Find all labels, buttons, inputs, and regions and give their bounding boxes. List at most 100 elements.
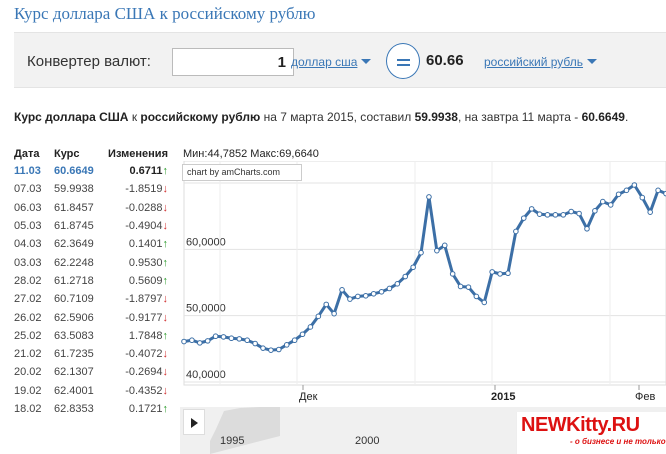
data-point (607, 202, 614, 208)
data-point (505, 270, 511, 277)
row-date: 18.02 (14, 403, 42, 415)
data-point (513, 228, 519, 235)
row-change: 0.6711↑ (99, 162, 168, 180)
to-currency-select[interactable]: российский рубль (484, 55, 598, 69)
data-point (362, 292, 369, 299)
watermark: NEWKitty.RU - о бизнесе и не только (516, 412, 666, 454)
row-date: 04.03 (14, 238, 42, 251)
rate-line-chart[interactable]: 40,000050,000060,000070,0000Дек2015Фев19… (180, 161, 666, 454)
data-point (576, 210, 582, 217)
row-change-value: -0.2694 (125, 366, 163, 379)
summary-target-currency: российскому рублю (140, 110, 261, 124)
currency-converter: Конвертер валют: доллар сша 60.66 россий… (14, 32, 666, 88)
row-change-value: -1.8797 (125, 293, 163, 306)
table-row: 05.03 61.8745 -0.4904↓ (14, 217, 168, 235)
data-point (268, 347, 274, 353)
table-row: 28.02 61.2718 0.5609↑ (14, 272, 168, 290)
row-change-value: 0.9530 (128, 256, 163, 269)
amount-input[interactable] (172, 48, 294, 76)
rate-summary: Курс доллара США к российскому рублю на … (14, 110, 628, 124)
data-point (615, 191, 622, 198)
table-row: 27.02 60.7109 -1.8797↓ (14, 290, 168, 308)
data-point (386, 285, 393, 292)
row-change: -0.4904↓ (99, 217, 168, 235)
arrow-down-icon: ↓ (162, 366, 169, 379)
data-point (434, 247, 440, 254)
row-rate: 62.3649 (54, 238, 94, 251)
data-point (544, 212, 551, 218)
row-change: -1.8797↓ (99, 290, 168, 308)
data-point (623, 187, 630, 194)
data-point (663, 190, 666, 197)
arrow-up-icon: ↑ (162, 238, 169, 251)
row-change: 0.1401↑ (99, 235, 168, 253)
row-change-value: 0.1721 (128, 403, 163, 415)
data-point (197, 340, 203, 346)
table-row: 18.02 62.8353 0.1721↑ (14, 400, 168, 418)
arrow-down-icon: ↓ (162, 220, 169, 233)
summary-tomorrow-rate: 60.6649 (581, 110, 625, 124)
row-rate: 63.5083 (54, 329, 94, 342)
data-point (560, 212, 567, 218)
row-date: 11.03 (14, 165, 41, 178)
row-change: 1.7848↑ (99, 327, 168, 345)
data-point (244, 337, 251, 344)
row-date: 03.03 (14, 256, 42, 269)
row-rate: 61.8457 (54, 201, 94, 214)
watermark-logo: NEWKitty.RU (521, 414, 640, 436)
summary-currency: Курс доллара США (14, 110, 129, 124)
x-tick-label: Фев (635, 391, 655, 403)
from-currency-select[interactable]: доллар сша (291, 55, 372, 69)
row-rate: 62.8353 (54, 403, 94, 415)
row-change-value: 0.6711 (129, 165, 163, 178)
data-point (228, 335, 235, 342)
table-row: 20.02 62.1307 -0.2694↓ (14, 363, 168, 381)
data-point (410, 264, 416, 271)
scrollbar-year-label: 1995 (220, 435, 244, 447)
row-rate: 62.2248 (54, 256, 94, 269)
data-point (355, 293, 361, 300)
row-date: 06.03 (14, 201, 42, 214)
swap-button[interactable] (386, 43, 420, 79)
data-point (552, 212, 559, 218)
table-row: 04.03 62.3649 0.1401↑ (14, 235, 168, 253)
data-point (291, 337, 298, 344)
scrollbar-play-button[interactable] (183, 409, 205, 435)
chevron-down-icon (587, 59, 598, 64)
x-tick-label: Дек (299, 391, 318, 403)
arrow-down-icon: ↓ (162, 348, 169, 361)
data-point (639, 194, 646, 201)
row-rate: 62.5906 (54, 311, 94, 324)
row-change-value: 0.5609 (128, 274, 163, 287)
row-rate: 62.4001 (54, 384, 94, 397)
row-change: -0.4352↓ (99, 382, 168, 400)
play-icon (191, 418, 198, 428)
data-point (212, 333, 219, 340)
chart-credit: chart by amCharts.com (182, 164, 302, 181)
table-row: 06.03 61.8457 -0.0288↓ (14, 199, 168, 217)
arrow-down-icon: ↓ (162, 293, 169, 306)
data-point (584, 225, 590, 232)
data-point (528, 206, 535, 212)
row-change-value: -0.9177 (125, 311, 163, 324)
row-rate: 60.7109 (54, 293, 94, 306)
data-point (457, 283, 464, 290)
row-change-value: -0.4072 (125, 348, 163, 361)
table-row: 19.02 62.4001 -0.4352↓ (14, 382, 168, 400)
data-point (339, 286, 345, 293)
data-point (520, 215, 527, 221)
data-point (592, 208, 598, 214)
row-date: 27.02 (14, 293, 42, 306)
arrow-up-icon: ↑ (162, 329, 169, 342)
summary-rate: 59.9938 (414, 110, 458, 124)
page-title: Курс доллара США к российскому рублю (14, 4, 316, 23)
data-point (236, 336, 243, 342)
data-point (189, 337, 195, 344)
row-change: 0.9530↑ (99, 253, 168, 271)
data-point (181, 338, 187, 345)
arrow-down-icon: ↓ (162, 384, 169, 397)
x-tick-label: 2015 (491, 391, 515, 403)
summary-text: . (624, 110, 629, 124)
data-point (631, 182, 638, 188)
y-tick-label: 40,0000 (186, 369, 226, 381)
